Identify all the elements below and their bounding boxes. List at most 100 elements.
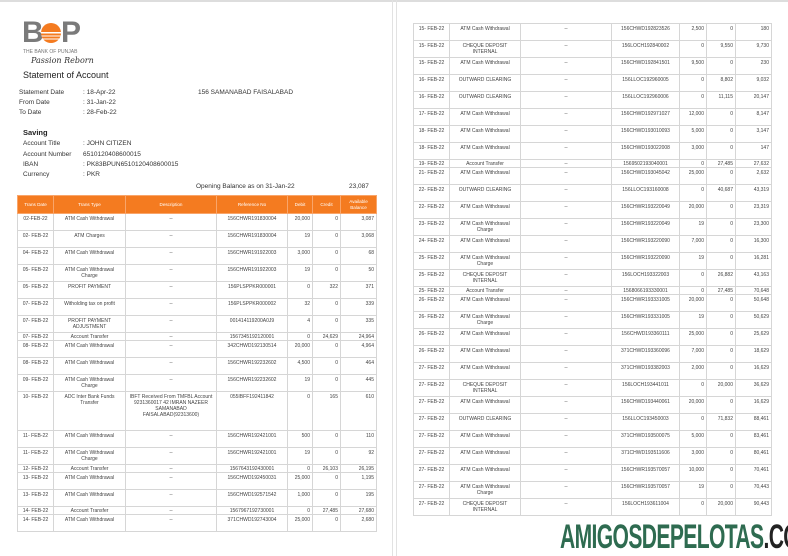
opening-balance-label: Opening Balance as on 31-Jan-22 [196, 183, 295, 190]
cell-debit: 0 [287, 281, 313, 299]
cell-credit: 322 [312, 281, 341, 299]
cell-trans-date: 25- FEB-22 [413, 286, 450, 295]
cell-reference-no: 1567643192430001 [216, 464, 288, 473]
cell-credit: 0 [312, 447, 341, 465]
cell-credit: 0 [706, 447, 736, 465]
column-header-reference-no: Reference No [216, 195, 288, 214]
cell-debit: 0 [679, 269, 707, 287]
cell-reference-no: 156CHWR193331005 [611, 311, 680, 329]
cell-credit: 0 [312, 213, 341, 231]
cell-available-balance: 20,147 [735, 91, 772, 109]
cell-description: -- [520, 184, 612, 202]
table-row: 26- FEB-22 ATM Cash Withdrawal -- 156CHWR19… [413, 294, 772, 312]
cell-reference-no: 156PLSPPKR000001 [216, 281, 288, 299]
cell-trans-type: ATM Cash Withdrawal [449, 167, 521, 185]
tagline: Passion Reborn [31, 56, 94, 65]
statement-page-2: 15- FEB-22 ATM Cash Withdrawal -- 156CHWD19… [397, 0, 788, 556]
account-title: : JOHN CITIZEN [83, 140, 132, 147]
table-row: 08- FEB-22 ATM Cash Withdrawal -- 156CHWR19… [17, 357, 377, 375]
table-row: 27- FEB-22 OUTWARD CLEARING -- 156LLOC19345… [413, 413, 772, 431]
cell-reference-no: 371CHWD193511606 [611, 447, 680, 465]
cell-description: -- [125, 506, 217, 515]
cell-debit: 0 [679, 379, 707, 397]
cell-credit: 24,629 [312, 332, 341, 341]
cell-trans-date: 21- FEB-22 [413, 167, 450, 185]
cell-available-balance: 43,319 [735, 184, 772, 202]
cell-trans-type: ATM Cash Withdrawal Charge [53, 447, 126, 465]
cell-description: -- [520, 481, 612, 499]
cell-available-balance: 70,461 [735, 464, 772, 482]
table-row: 18- FEB-22 ATM Cash Withdrawal -- 156CHWD19… [413, 142, 772, 160]
cell-credit: 0 [706, 23, 736, 41]
cell-debit: 19 [679, 481, 707, 499]
cell-credit: 0 [312, 430, 341, 448]
cell-available-balance: 610 [340, 391, 377, 431]
cell-description: -- [520, 201, 612, 219]
cell-reference-no: 156CHWR191830004 [216, 213, 288, 231]
cell-trans-date: 18- FEB-22 [413, 125, 450, 143]
currency: : PKR [83, 171, 100, 178]
cell-trans-type: ATM Cash Withdrawal [53, 247, 126, 265]
cell-description: -- [520, 464, 612, 482]
cell-available-balance: 92 [340, 447, 377, 465]
table-row: 07- FEB-22 Account Transfer -- 156734519212… [17, 332, 377, 341]
cell-trans-type: Account Transfer [449, 286, 521, 295]
cell-debit: 32 [287, 298, 313, 316]
table-row: 02- FEB-22 ATM Charges -- 156CHWR191830004 1… [17, 230, 377, 248]
cell-trans-date: 07- FEB-22 [17, 315, 54, 333]
cell-reference-no: 156CHWR193220090 [611, 235, 680, 253]
cell-credit: 0 [706, 481, 736, 499]
cell-description: -- [520, 91, 612, 109]
cell-description: -- [520, 447, 612, 465]
cell-available-balance: 9,730 [735, 40, 772, 58]
cell-trans-type: CHEQUE DEPOSIT INTERNAL [449, 498, 521, 516]
cell-debit: 19 [679, 218, 707, 236]
cell-trans-date: 27- FEB-22 [413, 413, 450, 431]
cell-available-balance: 110 [340, 430, 377, 448]
cell-available-balance: 339 [340, 298, 377, 316]
cell-description: -- [520, 413, 612, 431]
cell-reference-no: 156CHWR193570057 [611, 464, 680, 482]
cell-trans-type: ATM Cash Withdrawal [53, 489, 126, 507]
cell-description: -- [520, 108, 612, 126]
column-header-description: Description [125, 195, 217, 214]
cell-available-balance: 147 [735, 142, 772, 160]
cell-trans-type: ATM Cash Withdrawal [449, 125, 521, 143]
cell-available-balance: 1,195 [340, 472, 377, 490]
cell-credit: 0 [312, 247, 341, 265]
cell-available-balance: 2,632 [735, 167, 772, 185]
table-row: 27- FEB-22 ATM Cash Withdrawal -- 371CHWD19… [413, 447, 772, 465]
cell-trans-type: ATM Cash Withdrawal [449, 345, 521, 363]
cell-trans-type: ATM Cash Withdrawal [53, 340, 126, 358]
table-row: 17- FEB-22 ATM Cash Withdrawal -- 156CHWD19… [413, 108, 772, 126]
table-row: 25- FEB-22 Account Transfer -- 156806619333… [413, 286, 772, 295]
cell-trans-date: 15- FEB-22 [413, 57, 450, 75]
cell-reference-no: 156CHWR192421001 [216, 447, 288, 465]
cell-credit: 0 [706, 218, 736, 236]
cell-debit: 25,000 [679, 167, 707, 185]
table-row: 18- FEB-22 ATM Cash Withdrawal -- 156CHWD19… [413, 125, 772, 143]
cell-description: -- [520, 125, 612, 143]
cell-debit: 9,500 [679, 57, 707, 75]
cell-trans-date: 09- FEB-22 [17, 374, 54, 392]
cell-available-balance: 16,629 [735, 396, 772, 414]
table-row: 26- FEB-22 ATM Cash Withdrawal -- 371CHWD19… [413, 345, 772, 363]
cell-reference-no: 001414119200A0J9 [216, 315, 288, 333]
cell-reference-no: 156LLOC192960005 [611, 74, 680, 92]
table-row: 27- FEB-22 CHEQUE DEPOSIT INTERNAL -- 156LO… [413, 498, 772, 516]
cell-trans-type: ATM Cash Withdrawal [449, 201, 521, 219]
cell-reference-no: 156CHWR191922003 [216, 247, 288, 265]
cell-description: -- [520, 396, 612, 414]
cell-trans-date: 08- FEB-22 [17, 357, 54, 375]
cell-available-balance: 50,629 [735, 311, 772, 329]
cell-reference-no: 156CHWR191922003 [216, 264, 288, 282]
cell-description: -- [125, 472, 217, 490]
cell-trans-type: ATM Cash Withdrawal [449, 328, 521, 346]
cell-reference-no: 156CHWD193022008 [611, 142, 680, 160]
cell-trans-type: Account Transfer [53, 464, 126, 473]
cell-credit: 0 [312, 489, 341, 507]
table-row: 24- FEB-22 ATM Cash Withdrawal -- 156CHWR19… [413, 235, 772, 253]
cell-available-balance: 88,461 [735, 413, 772, 431]
cell-available-balance: 23,319 [735, 201, 772, 219]
cell-description: -- [520, 379, 612, 397]
